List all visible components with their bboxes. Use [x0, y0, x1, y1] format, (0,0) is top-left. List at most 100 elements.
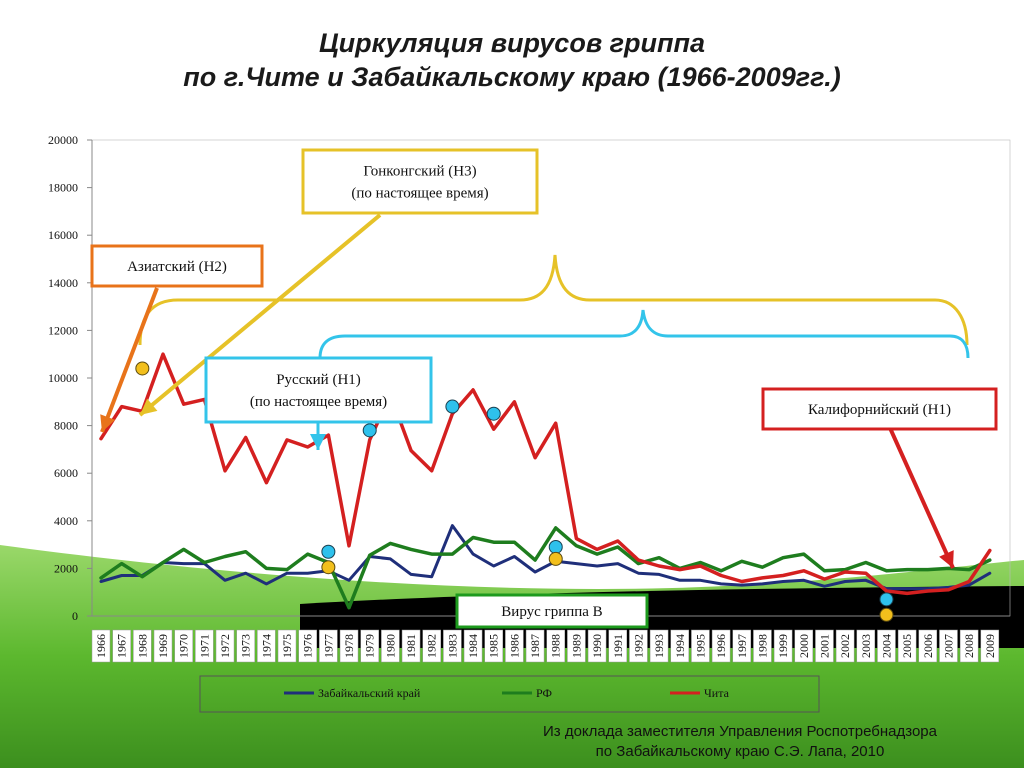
x-tick-label: 1988: [546, 629, 565, 663]
x-tick-label: 1970: [174, 629, 193, 663]
x-tick-box: [815, 629, 834, 663]
x-tick-box: [381, 629, 400, 663]
x-tick-box: [443, 629, 462, 663]
x-tick-text: 1993: [652, 634, 666, 658]
russian-bracket: [318, 309, 970, 359]
x-tick-text: 1982: [425, 634, 439, 658]
california-arrow-head: [939, 550, 954, 568]
x-tick-box: [505, 629, 524, 663]
hongkong-label-text: (по настоящее время): [351, 186, 488, 202]
y-tick-label: 0: [72, 609, 78, 623]
x-tick-box: [711, 629, 731, 663]
x-tick-box: [91, 629, 111, 663]
x-tick-label: 1995: [691, 629, 710, 663]
hongkong-label-text: Гонконгский (Н3): [363, 164, 476, 180]
x-tick-text: 2009: [983, 634, 997, 658]
x-tick-label: 2009: [980, 629, 1000, 663]
x-tick-label: 1980: [381, 629, 400, 663]
title-line-2: по г.Чите и Забайкальскому краю (1966-20…: [183, 62, 841, 92]
x-tick-text: 1989: [569, 634, 583, 658]
x-tick-text: 1978: [342, 634, 356, 658]
source-note: Из доклада заместителя Управления Роспот…: [480, 722, 1000, 762]
x-tick-box: [835, 629, 855, 663]
y-tick-label: 4000: [54, 514, 78, 528]
x-tick-label: 2006: [918, 629, 938, 663]
x-tick-text: 2000: [797, 634, 811, 658]
x-tick-box: [753, 629, 772, 663]
x-tick-text: 2005: [900, 634, 914, 658]
source-line-2: по Забайкальскому краю С.Э. Лапа, 2010: [595, 743, 885, 760]
y-tick-label: 16000: [48, 228, 78, 242]
california-arrow-shaft: [888, 427, 955, 569]
x-tick-text: 1984: [466, 634, 480, 658]
x-tick-text: 1983: [445, 634, 459, 658]
x-tick-box: [918, 629, 938, 663]
x-tick-text: 1975: [280, 634, 294, 658]
x-tick-box: [339, 629, 359, 663]
hongkong-arrow-shaft: [138, 213, 382, 417]
blue-virus-marker: [879, 592, 894, 607]
legend-label: Забайкальский край: [318, 686, 421, 700]
x-tick-text: 1972: [218, 634, 232, 658]
x-tick-text: 1966: [94, 634, 108, 658]
x-tick-box: [215, 629, 235, 663]
hongkong-bracket: [138, 254, 969, 346]
x-tick-text: 1999: [776, 634, 790, 658]
blue-virus-marker: [362, 423, 377, 438]
gold-virus-marker: [548, 551, 563, 566]
x-tick-text: 2002: [838, 634, 852, 658]
gold-virus-marker: [879, 607, 894, 622]
x-tick-text: 1973: [239, 634, 253, 658]
x-tick-box: [629, 629, 648, 663]
x-tick-text: 1990: [590, 634, 604, 658]
x-tick-text: 1988: [549, 634, 563, 658]
x-tick-text: 1994: [673, 634, 687, 658]
x-tick-label: 1989: [567, 629, 586, 663]
x-tick-box: [463, 629, 483, 663]
legend-entry: РФ: [502, 686, 552, 700]
x-tick-text: 1987: [528, 634, 542, 658]
x-tick-label: 1967: [112, 629, 131, 663]
x-tick-label: 1999: [773, 629, 793, 663]
y-tick-label: 20000: [48, 133, 78, 147]
x-tick-box: [484, 629, 503, 663]
x-tick-text: 1985: [487, 634, 501, 658]
x-tick-box: [298, 629, 317, 663]
hongkong-arrow-head: [140, 398, 158, 415]
x-tick-box: [112, 629, 131, 663]
x-tick-label: 1982: [422, 629, 441, 663]
y-tick-label: 8000: [54, 419, 78, 433]
virus-b-label-frame: [455, 593, 649, 629]
y-tick-label: 2000: [54, 561, 78, 575]
x-tick-box: [567, 629, 586, 663]
x-tick-label: 1969: [153, 629, 173, 663]
x-tick-box: [422, 629, 441, 663]
x-tick-box: [133, 629, 152, 663]
blue-virus-marker: [321, 544, 336, 559]
x-tick-label: 2005: [897, 629, 917, 663]
x-tick-label: 1971: [195, 629, 214, 663]
y-tick-label: 10000: [48, 371, 78, 385]
blue-virus-marker: [486, 406, 501, 421]
series-line-zabaikalsky: [99, 524, 992, 591]
x-tick-text: 2003: [859, 634, 873, 658]
x-tick-label: 1992: [629, 629, 648, 663]
y-tick-label: 12000: [48, 323, 78, 337]
asian-label: Азиатский (Н2): [90, 244, 264, 288]
x-tick-label: 1984: [463, 629, 483, 663]
x-tick-label: 1997: [732, 629, 752, 663]
x-tick-text: 2007: [942, 634, 956, 658]
x-tick-label: 1983: [443, 629, 462, 663]
california-arrow: [888, 427, 955, 569]
russian-arrow-head: [310, 434, 326, 450]
x-tick-text: 1974: [259, 634, 273, 658]
y-tick-label: 14000: [48, 276, 78, 290]
x-tick-box: [732, 629, 752, 663]
x-tick-box: [691, 629, 710, 663]
x-tick-text: 1995: [693, 634, 707, 658]
x-tick-text: 1977: [321, 634, 335, 658]
x-tick-box: [939, 629, 958, 663]
x-tick-label: 1968: [133, 629, 152, 663]
asian-label-frame: [90, 244, 264, 288]
